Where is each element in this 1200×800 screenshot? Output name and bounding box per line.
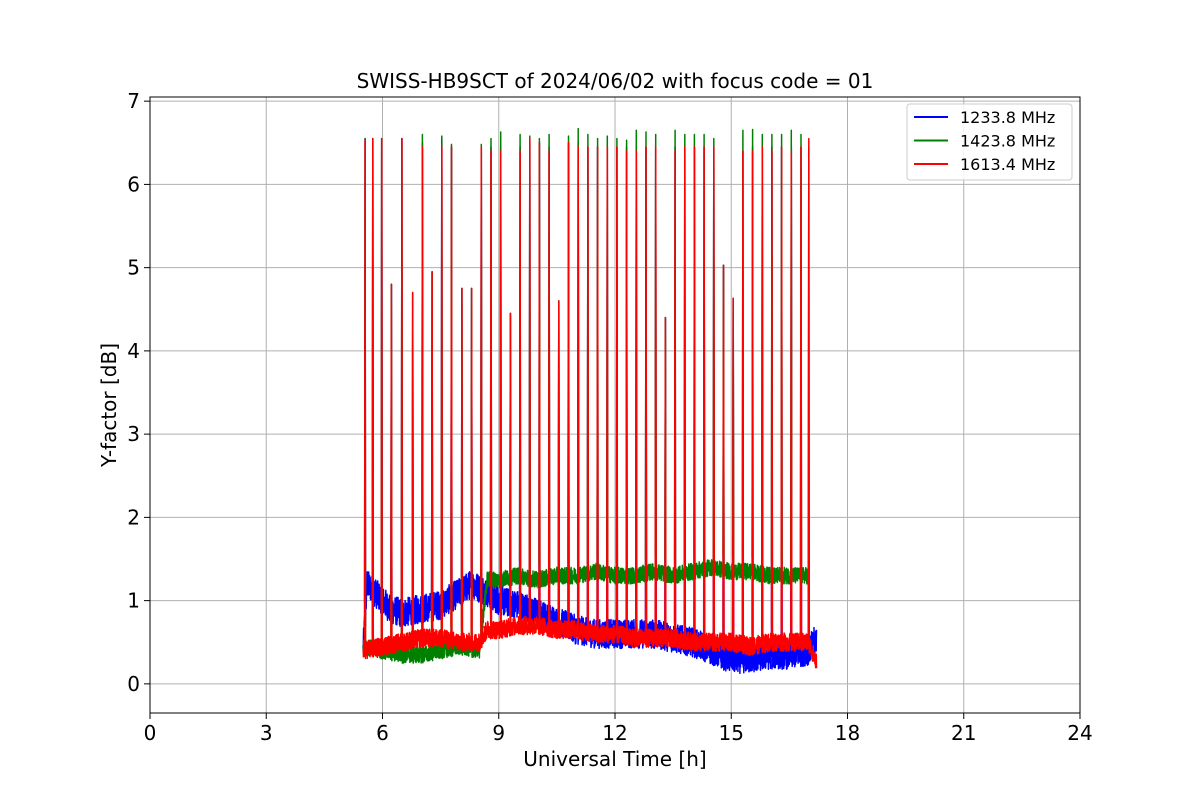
y-tick-label: 3 xyxy=(127,422,140,446)
x-tick-label: 24 xyxy=(1067,721,1092,745)
y-tick-label: 1 xyxy=(127,589,140,613)
y-tick-label: 2 xyxy=(127,505,140,529)
legend-label-1: 1423.8 MHz xyxy=(960,132,1055,151)
x-axis-ticks: 0 3 6 9 12 15 18 21 24 xyxy=(144,713,1093,745)
x-tick-label: 6 xyxy=(376,721,389,745)
legend-label-2: 1613.4 MHz xyxy=(960,155,1055,174)
y-tick-label: 7 xyxy=(127,89,140,113)
series-line-2 xyxy=(362,137,818,669)
legend: 1233.8 MHz 1423.8 MHz 1613.4 MHz xyxy=(906,103,1073,181)
x-tick-label: 0 xyxy=(144,721,157,745)
x-axis-label: Universal Time [h] xyxy=(523,747,706,771)
plot-series-group xyxy=(362,127,818,675)
grid-lines xyxy=(149,97,1081,713)
x-tick-label: 15 xyxy=(719,721,744,745)
x-tick-label: 3 xyxy=(260,721,273,745)
y-axis-label: Y-factor [dB] xyxy=(97,343,121,468)
x-tick-label: 9 xyxy=(492,721,505,745)
y-tick-label: 5 xyxy=(127,256,140,280)
y-tick-label: 6 xyxy=(127,172,140,196)
legend-box xyxy=(906,103,1073,181)
x-tick-label: 18 xyxy=(835,721,860,745)
y-axis-ticks: 0 1 2 3 4 5 6 7 xyxy=(127,89,150,696)
legend-label-0: 1233.8 MHz xyxy=(960,108,1055,127)
y-tick-label: 0 xyxy=(127,672,140,696)
chart-title: SWISS-HB9SCT of 2024/06/02 with focus co… xyxy=(357,69,874,93)
x-tick-label: 21 xyxy=(951,721,976,745)
x-tick-label: 12 xyxy=(602,721,627,745)
y-tick-label: 4 xyxy=(127,339,140,363)
